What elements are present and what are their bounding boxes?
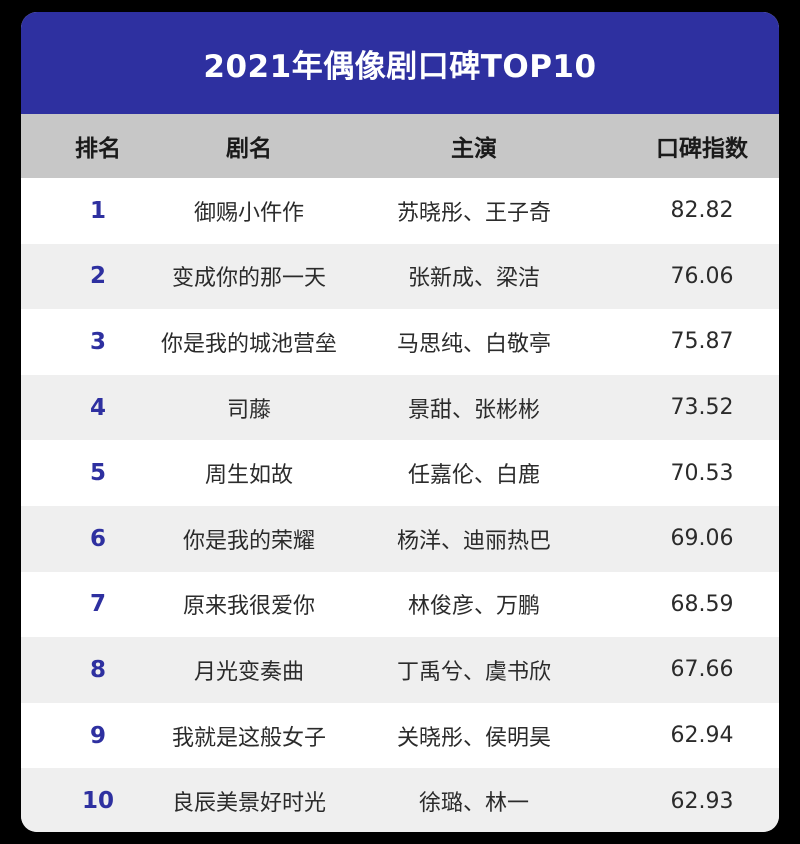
- cast-cell: 林俊彦、万鹏: [407, 594, 540, 620]
- drama-title-cell: 我就是这般女子: [172, 725, 327, 751]
- table-header-row: 排名 剧名 主演 口碑指数: [21, 114, 779, 178]
- cast-cell: 景甜、张彬彬: [407, 397, 540, 423]
- table-row: 6 你是我的荣耀 杨洋、迪丽热巴 69.06: [21, 505, 779, 572]
- header-score: 口碑指数: [656, 136, 748, 162]
- rank-cell: 2: [89, 263, 106, 290]
- cast-cell: 张新成、梁洁: [407, 266, 540, 292]
- score-cell: 68.59: [670, 591, 734, 617]
- score-cell: 82.82: [670, 198, 734, 224]
- ranking-card: 2021年偶像剧口碑TOP10 排名 剧名 主演 口碑指数 1 御赐小仵作 苏晓彤、…: [21, 12, 779, 832]
- table-title: 2021年偶像剧口碑TOP10: [203, 48, 597, 85]
- cast-cell: 杨洋、迪丽热巴: [396, 528, 551, 554]
- score-cell: 62.93: [670, 788, 734, 814]
- rank-cell: 4: [89, 394, 106, 421]
- rank-cell: 3: [89, 328, 106, 355]
- table-row: 9 我就是这般女子 关晓彤、侯明昊 62.94: [21, 702, 779, 769]
- drama-title-cell: 变成你的那一天: [172, 266, 327, 292]
- table-row: 10 良辰美景好时光 徐璐、林一 62.93: [21, 768, 779, 832]
- cast-cell: 丁禹兮、虞书欣: [396, 659, 551, 685]
- header-rank: 排名: [75, 136, 121, 162]
- table-row: 4 司藤 景甜、张彬彬 73.52: [21, 374, 779, 441]
- table-body: 1 御赐小仵作 苏晓彤、王子奇 82.82 2 变成你的那一天 张新成、梁洁 76.06 3 你是…: [21, 178, 779, 832]
- cast-cell: 徐璐、林一: [418, 791, 529, 817]
- rank-cell: 7: [89, 591, 106, 618]
- rank-cell: 5: [89, 460, 106, 487]
- table-row: 1 御赐小仵作 苏晓彤、王子奇 82.82: [21, 178, 779, 244]
- cast-cell: 马思纯、白敬亭: [396, 331, 551, 357]
- drama-title-cell: 你是我的城池营垒: [161, 331, 338, 357]
- header-title: 剧名: [226, 136, 272, 162]
- score-cell: 70.53: [670, 460, 734, 486]
- score-cell: 76.06: [670, 263, 734, 289]
- rank-cell: 9: [89, 722, 106, 749]
- cast-cell: 苏晓彤、王子奇: [396, 200, 551, 226]
- rank-cell: 1: [89, 197, 106, 224]
- table-row: 8 月光变奏曲 丁禹兮、虞书欣 67.66: [21, 637, 779, 703]
- cast-cell: 关晓彤、侯明昊: [396, 725, 551, 751]
- drama-title-cell: 周生如故: [204, 463, 293, 489]
- drama-title-cell: 司藤: [226, 397, 271, 423]
- drama-title-cell: 原来我很爱你: [182, 594, 315, 620]
- table-row: 3 你是我的城池营垒 马思纯、白敬亭 75.87: [21, 309, 779, 375]
- table-row: 7 原来我很爱你 林俊彦、万鹏 68.59: [21, 571, 779, 638]
- rank-cell: 10: [81, 788, 114, 815]
- drama-title-cell: 御赐小仵作: [193, 200, 304, 226]
- score-cell: 69.06: [670, 526, 734, 552]
- table-row: 2 变成你的那一天 张新成、梁洁 76.06: [21, 243, 779, 310]
- drama-title-cell: 你是我的荣耀: [182, 528, 315, 554]
- cast-cell: 任嘉伦、白鹿: [407, 463, 540, 489]
- score-cell: 67.66: [670, 657, 734, 683]
- score-cell: 62.94: [670, 723, 734, 749]
- rank-cell: 6: [89, 525, 106, 552]
- drama-title-cell: 月光变奏曲: [193, 659, 304, 685]
- rank-cell: 8: [89, 656, 106, 683]
- header-cast: 主演: [451, 136, 497, 162]
- table-row: 5 周生如故 任嘉伦、白鹿 70.53: [21, 440, 779, 506]
- score-cell: 73.52: [670, 395, 734, 421]
- title-bar: 2021年偶像剧口碑TOP10: [21, 12, 779, 114]
- drama-title-cell: 良辰美景好时光: [172, 791, 327, 817]
- score-cell: 75.87: [670, 329, 734, 355]
